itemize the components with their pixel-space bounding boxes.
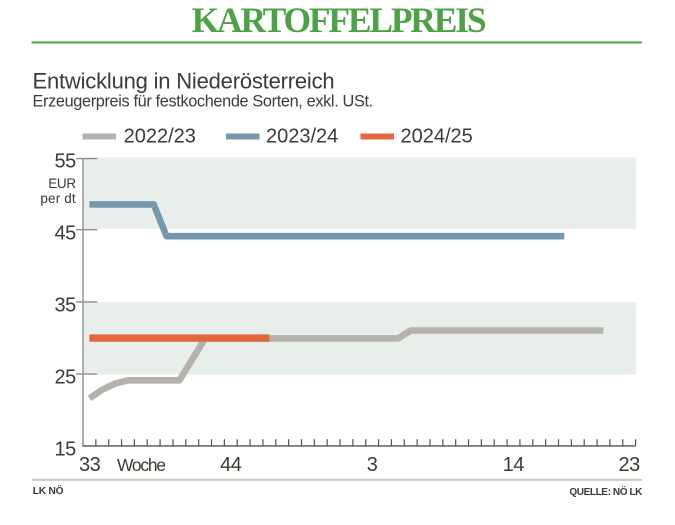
svg-text:23: 23 — [618, 454, 640, 476]
svg-text:14: 14 — [503, 454, 525, 476]
svg-text:55: 55 — [55, 150, 77, 172]
svg-text:Woche: Woche — [117, 455, 165, 475]
svg-text:2023/24: 2023/24 — [266, 126, 338, 148]
svg-text:2022/23: 2022/23 — [124, 126, 196, 148]
svg-text:QUELLE: NÖ LK: QUELLE: NÖ LK — [569, 485, 643, 498]
svg-text:2024/25: 2024/25 — [401, 126, 473, 148]
svg-text:33: 33 — [79, 454, 101, 476]
svg-text:44: 44 — [220, 454, 242, 476]
svg-text:KARTOFFELPREIS: KARTOFFELPREIS — [192, 0, 486, 40]
svg-text:EUR: EUR — [48, 176, 76, 191]
svg-text:45: 45 — [55, 222, 77, 244]
svg-text:15: 15 — [55, 439, 77, 461]
svg-text:Entwicklung in Niederösterreic: Entwicklung in Niederösterreich — [33, 69, 335, 94]
svg-text:35: 35 — [55, 295, 77, 317]
svg-text:Erzeugerpreis für festkochende: Erzeugerpreis für festkochende Sorten, e… — [33, 93, 373, 111]
svg-text:LK NÖ: LK NÖ — [33, 484, 64, 497]
svg-text:per dt: per dt — [40, 191, 76, 206]
svg-text:3: 3 — [367, 454, 378, 476]
svg-text:25: 25 — [55, 367, 77, 389]
